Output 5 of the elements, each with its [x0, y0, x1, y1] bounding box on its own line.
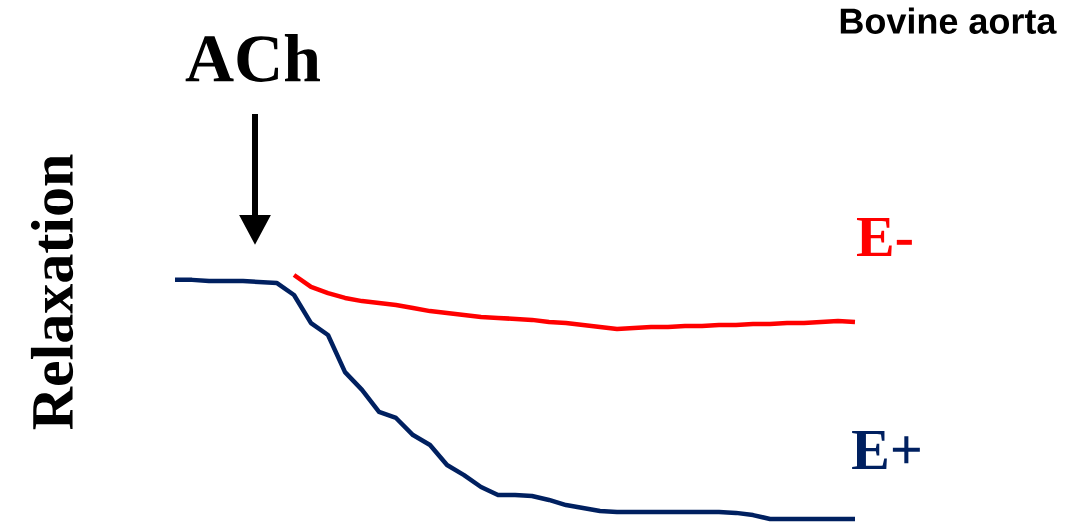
text: ACh [185, 34, 320, 82]
text: Bovine aorta [840, 7, 1057, 34]
y-axis-title: Relaxation [30, 154, 74, 430]
series-label: E- [856, 218, 912, 256]
series-label: E+ [852, 431, 920, 469]
